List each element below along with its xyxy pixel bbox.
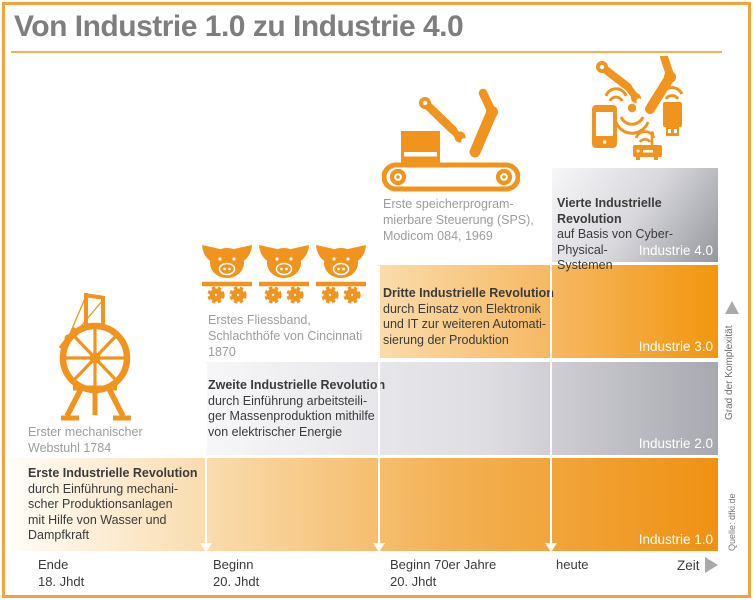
band-label-industrie-3: Industrie 3.0	[638, 339, 713, 354]
stage3-text: Dritte Industrielle Revolution durch Ein…	[383, 286, 558, 348]
spinning-wheel-icon	[58, 293, 131, 421]
stage1-text: Erste Industrielle Revolution durch Einf…	[28, 466, 206, 544]
page-title: Von Industrie 1.0 zu Industrie 4.0	[14, 10, 464, 43]
stage1-heading: Erste Industrielle Revolution	[28, 466, 198, 480]
step-arrow-line-3	[550, 169, 552, 543]
cyber-physical-icon	[592, 56, 684, 160]
stage1-body: durch Einführung mechani- scher Produkti…	[28, 481, 179, 543]
step-arrow-head-2	[373, 543, 385, 552]
pigs-slaughterhouse-icon	[199, 244, 369, 304]
x-tick-beginn-70er: Beginn 70er Jahre 20. Jhdt	[390, 557, 497, 589]
stage3-caption: Erste speicherprogram- mierbare Steuerun…	[383, 197, 534, 243]
source-credit: Quelle: dfki.de	[727, 493, 737, 551]
x-axis-label: Zeit	[677, 557, 700, 573]
step-arrow-line-2	[378, 266, 380, 543]
step-arrow-head-3	[545, 543, 557, 552]
band-industrie-3: Industrie 3.0	[378, 265, 718, 358]
stage3-heading: Dritte Industrielle Revolution	[383, 286, 554, 300]
x-tick-heute: heute	[556, 557, 589, 572]
y-axis-label: Grad der Komplexität	[724, 325, 735, 421]
step-arrow-head-1	[200, 543, 212, 552]
stage4-body: auf Basis von Cyber-Physical- Systemen	[557, 227, 674, 272]
band-industrie-2: Industrie 2.0	[205, 362, 718, 455]
step-arrow-line-1	[205, 363, 207, 543]
band-industrie-1: Industrie 1.0	[10, 458, 718, 551]
stage4-heading: Vierte Industrielle Revolution	[557, 196, 662, 226]
band-industrie-4: Industrie 4.0	[551, 168, 718, 262]
title-underline	[11, 51, 722, 53]
stage2-heading: Zweite Industrielle Revolution	[208, 378, 386, 392]
x-tick-beginn-20-jhdt: Beginn 20. Jhdt	[213, 557, 260, 589]
stage3-body: durch Einsatz von Elektronik und IT zur …	[383, 301, 547, 347]
band-label-industrie-4: Industrie 4.0	[638, 243, 713, 258]
complexity-arrow-icon	[725, 301, 739, 314]
stage2-text: Zweite Industrielle Revolution durch Ein…	[208, 378, 398, 440]
band-label-industrie-2: Industrie 2.0	[638, 436, 713, 451]
stage2-body: durch Einführung arbeitsteili- ger Masse…	[208, 393, 375, 439]
stage4-text: Vierte Industrielle Revolution auf Basis…	[557, 196, 717, 274]
stage2-caption: Erstes Fliessband, Schlachthöfe von Cinc…	[208, 313, 363, 359]
band-label-industrie-1: Industrie 1.0	[638, 532, 713, 547]
robot-conveyor-icon	[382, 88, 520, 192]
x-axis-title: Zeit	[677, 557, 718, 573]
x-tick-ende-18-jhdt: Ende 18. Jhdt	[38, 557, 85, 589]
time-arrow-icon	[704, 557, 718, 573]
stage1-caption: Erster mechanischer Webstuhl 1784	[28, 425, 143, 455]
